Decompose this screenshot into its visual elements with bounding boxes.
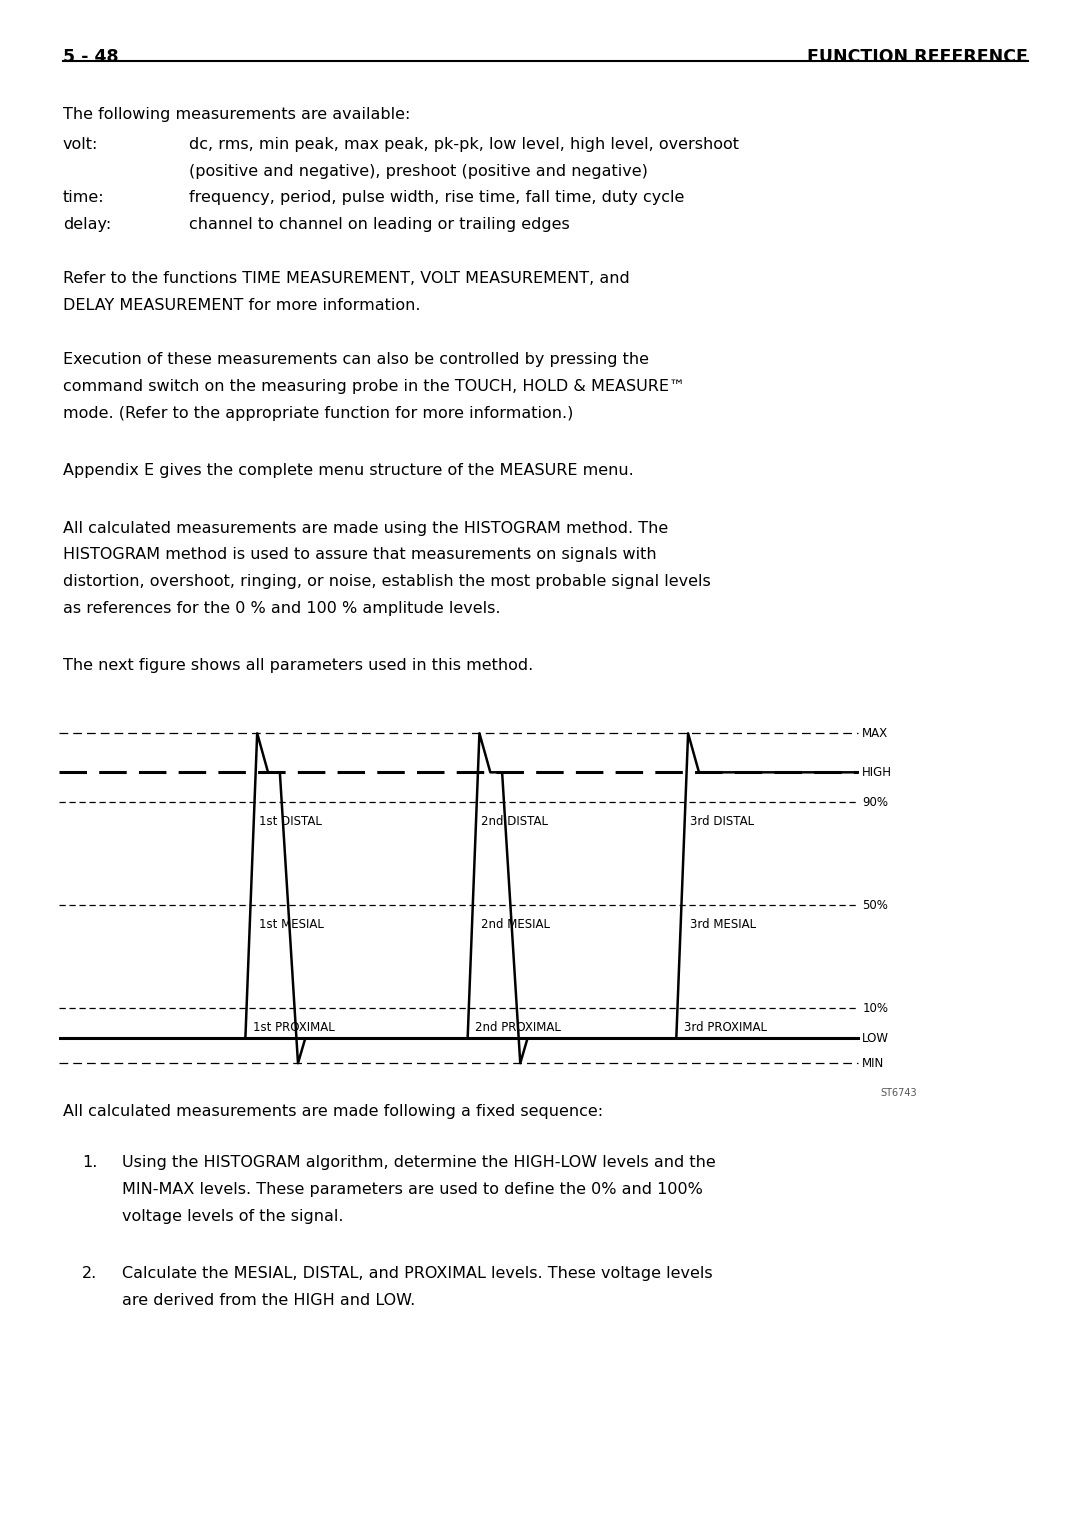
Text: distortion, overshoot, ringing, or noise, establish the most probable signal lev: distortion, overshoot, ringing, or noise… <box>63 573 711 589</box>
Text: 90%: 90% <box>862 797 888 809</box>
Text: LOW: LOW <box>862 1032 889 1044</box>
Text: 2.: 2. <box>82 1266 97 1281</box>
Text: DELAY MEASUREMENT for more information.: DELAY MEASUREMENT for more information. <box>63 298 420 313</box>
Text: volt:: volt: <box>63 136 98 151</box>
Text: The following measurements are available:: The following measurements are available… <box>63 107 410 122</box>
Text: 2nd DISTAL: 2nd DISTAL <box>482 815 549 827</box>
Text: FUNCTION REFERENCE: FUNCTION REFERENCE <box>807 47 1028 66</box>
Text: 1st DISTAL: 1st DISTAL <box>259 815 322 827</box>
Text: Execution of these measurements can also be controlled by pressing the: Execution of these measurements can also… <box>63 352 649 367</box>
Text: delay:: delay: <box>63 217 111 232</box>
Text: 10%: 10% <box>862 1001 888 1015</box>
Text: command switch on the measuring probe in the TOUCH, HOLD & MEASURE™: command switch on the measuring probe in… <box>63 379 685 394</box>
Text: 5 - 48: 5 - 48 <box>63 47 119 66</box>
Text: 50%: 50% <box>862 899 888 911</box>
Text: 3rd DISTAL: 3rd DISTAL <box>690 815 754 827</box>
Text: Refer to the functions TIME MEASUREMENT, VOLT MEASUREMENT, and: Refer to the functions TIME MEASUREMENT,… <box>63 271 630 286</box>
Text: ST6743: ST6743 <box>880 1089 917 1098</box>
Text: time:: time: <box>63 190 105 205</box>
Text: The next figure shows all parameters used in this method.: The next figure shows all parameters use… <box>63 657 532 673</box>
Text: 2nd MESIAL: 2nd MESIAL <box>482 917 550 931</box>
Text: 1st PROXIMAL: 1st PROXIMAL <box>253 1021 335 1034</box>
Text: MAX: MAX <box>862 726 889 740</box>
Text: HIGH: HIGH <box>862 766 892 778</box>
Text: Calculate the MESIAL, DISTAL, and PROXIMAL levels. These voltage levels: Calculate the MESIAL, DISTAL, and PROXIM… <box>122 1266 713 1281</box>
Text: 1st MESIAL: 1st MESIAL <box>259 917 324 931</box>
Text: 3rd PROXIMAL: 3rd PROXIMAL <box>684 1021 767 1034</box>
Text: are derived from the HIGH and LOW.: are derived from the HIGH and LOW. <box>122 1292 416 1307</box>
Text: MIN-MAX levels. These parameters are used to define the 0% and 100%: MIN-MAX levels. These parameters are use… <box>122 1182 703 1197</box>
Text: as references for the 0 % and 100 % amplitude levels.: as references for the 0 % and 100 % ampl… <box>63 601 500 616</box>
Text: channel to channel on leading or trailing edges: channel to channel on leading or trailin… <box>189 217 570 232</box>
Text: All calculated measurements are made using the HISTOGRAM method. The: All calculated measurements are made usi… <box>63 520 667 535</box>
Text: dc, rms, min peak, max peak, pk-pk, low level, high level, overshoot: dc, rms, min peak, max peak, pk-pk, low … <box>189 136 739 151</box>
Text: (positive and negative), preshoot (positive and negative): (positive and negative), preshoot (posit… <box>189 164 648 179</box>
Text: MIN: MIN <box>862 1057 885 1070</box>
Text: mode. (Refer to the appropriate function for more information.): mode. (Refer to the appropriate function… <box>63 405 573 420</box>
Text: HISTOGRAM method is used to assure that measurements on signals with: HISTOGRAM method is used to assure that … <box>63 547 657 563</box>
Text: Using the HISTOGRAM algorithm, determine the HIGH-LOW levels and the: Using the HISTOGRAM algorithm, determine… <box>122 1154 716 1170</box>
Text: 3rd MESIAL: 3rd MESIAL <box>690 917 756 931</box>
Text: 2nd PROXIMAL: 2nd PROXIMAL <box>475 1021 561 1034</box>
Text: voltage levels of the signal.: voltage levels of the signal. <box>122 1208 343 1223</box>
Text: 1.: 1. <box>82 1154 97 1170</box>
Text: All calculated measurements are made following a fixed sequence:: All calculated measurements are made fol… <box>63 1104 603 1119</box>
Text: frequency, period, pulse width, rise time, fall time, duty cycle: frequency, period, pulse width, rise tim… <box>189 190 685 205</box>
Text: Appendix E gives the complete menu structure of the MEASURE menu.: Appendix E gives the complete menu struc… <box>63 463 633 479</box>
